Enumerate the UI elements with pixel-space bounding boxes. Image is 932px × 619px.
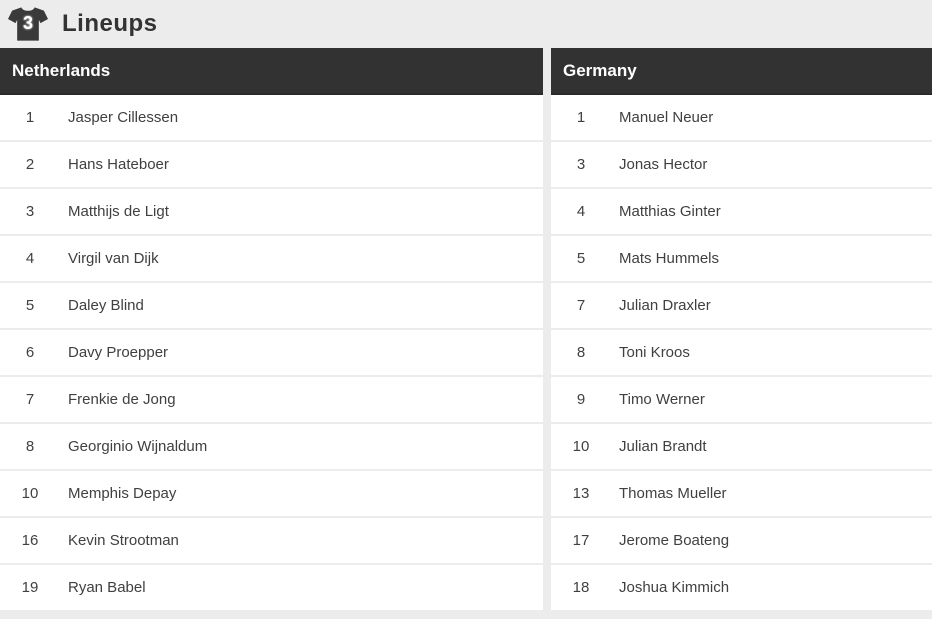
player-name: Frenkie de Jong — [68, 391, 176, 408]
player-name: Matthijs de Ligt — [68, 203, 169, 220]
player-row: 3 Jonas Hector — [551, 142, 932, 189]
player-name: Hans Hateboer — [68, 156, 169, 173]
player-row: 9 Timo Werner — [551, 377, 932, 424]
player-row: 1 Jasper Cillessen — [0, 95, 543, 142]
player-name: Toni Kroos — [619, 344, 690, 361]
player-row: 4 Matthias Ginter — [551, 189, 932, 236]
player-row: 19 Ryan Babel — [0, 565, 543, 612]
player-name: Thomas Mueller — [619, 485, 727, 502]
section-header: 3 Lineups — [0, 0, 932, 48]
player-row: 8 Toni Kroos — [551, 330, 932, 377]
player-number: 5 — [576, 250, 586, 267]
player-row: 10 Julian Brandt — [551, 424, 932, 471]
player-number: 8 — [25, 438, 35, 455]
player-number: 8 — [576, 344, 586, 361]
player-row: 6 Davy Proepper — [0, 330, 543, 377]
team-header-home: Netherlands — [0, 48, 543, 95]
player-name: Joshua Kimmich — [619, 579, 730, 596]
player-name: Jonas Hector — [619, 156, 708, 173]
player-list-home: 1 Jasper Cillessen 2 Hans Hateboer 3 Matthijs… — [0, 95, 543, 612]
player-number: 3 — [25, 203, 35, 220]
team-table-away: Germany 1 Manuel Neuer 3 Jonas Hector 4 Matth… — [551, 48, 932, 612]
player-number: 18 — [572, 579, 590, 596]
player-row: 5 Daley Blind — [0, 283, 543, 330]
player-number: 1 — [25, 109, 35, 126]
player-row: 8 Georginio Wijnaldum — [0, 424, 543, 471]
player-row: 18 Joshua Kimmich — [551, 565, 932, 612]
player-number: 4 — [576, 203, 586, 220]
player-name: Jasper Cillessen — [68, 109, 179, 126]
player-name: Daley Blind — [68, 297, 144, 314]
player-name: Jerome Boateng — [619, 532, 730, 549]
player-row: 17 Jerome Boateng — [551, 518, 932, 565]
player-number: 3 — [576, 156, 586, 173]
player-row: 7 Frenkie de Jong — [0, 377, 543, 424]
player-name: Matthias Ginter — [619, 203, 721, 220]
player-number: 9 — [576, 391, 586, 408]
player-number: 6 — [25, 344, 35, 361]
player-number: 7 — [25, 391, 35, 408]
jersey-icon: 3 — [8, 5, 48, 43]
player-number: 17 — [572, 532, 590, 549]
player-row: 10 Memphis Depay — [0, 471, 543, 518]
player-row: 2 Hans Hateboer — [0, 142, 543, 189]
player-row: 13 Thomas Mueller — [551, 471, 932, 518]
player-name: Mats Hummels — [619, 250, 720, 267]
player-name: Julian Brandt — [619, 438, 707, 455]
player-number: 7 — [576, 297, 586, 314]
player-row: 16 Kevin Strootman — [0, 518, 543, 565]
player-number: 2 — [25, 156, 35, 173]
player-number: 16 — [21, 532, 39, 549]
player-name: Julian Draxler — [619, 297, 711, 314]
player-name: Virgil van Dijk — [68, 250, 159, 267]
player-name: Georginio Wijnaldum — [68, 438, 208, 455]
player-row: 5 Mats Hummels — [551, 236, 932, 283]
player-row: 7 Julian Draxler — [551, 283, 932, 330]
player-row: 1 Manuel Neuer — [551, 95, 932, 142]
player-row: 3 Matthijs de Ligt — [0, 189, 543, 236]
player-number: 19 — [21, 579, 39, 596]
player-number: 1 — [576, 109, 586, 126]
player-name: Ryan Babel — [68, 579, 146, 596]
team-header-away: Germany — [551, 48, 932, 95]
section-title: Lineups — [62, 10, 158, 37]
player-number: 10 — [572, 438, 590, 455]
player-name: Manuel Neuer — [619, 109, 714, 126]
jersey-number-label: 3 — [22, 13, 33, 33]
player-number: 10 — [21, 485, 39, 502]
player-number: 5 — [25, 297, 35, 314]
player-number: 13 — [572, 485, 590, 502]
player-list-away: 1 Manuel Neuer 3 Jonas Hector 4 Matthias Gint… — [551, 95, 932, 612]
player-row: 4 Virgil van Dijk — [0, 236, 543, 283]
player-name: Kevin Strootman — [68, 532, 179, 549]
player-name: Timo Werner — [619, 391, 705, 408]
team-table-home: Netherlands 1 Jasper Cillessen 2 Hans Hateb… — [0, 48, 543, 612]
player-number: 4 — [25, 250, 35, 267]
lineup-tables: Netherlands 1 Jasper Cillessen 2 Hans Hateb… — [0, 48, 932, 612]
player-name: Davy Proepper — [68, 344, 169, 361]
player-name: Memphis Depay — [68, 485, 177, 502]
